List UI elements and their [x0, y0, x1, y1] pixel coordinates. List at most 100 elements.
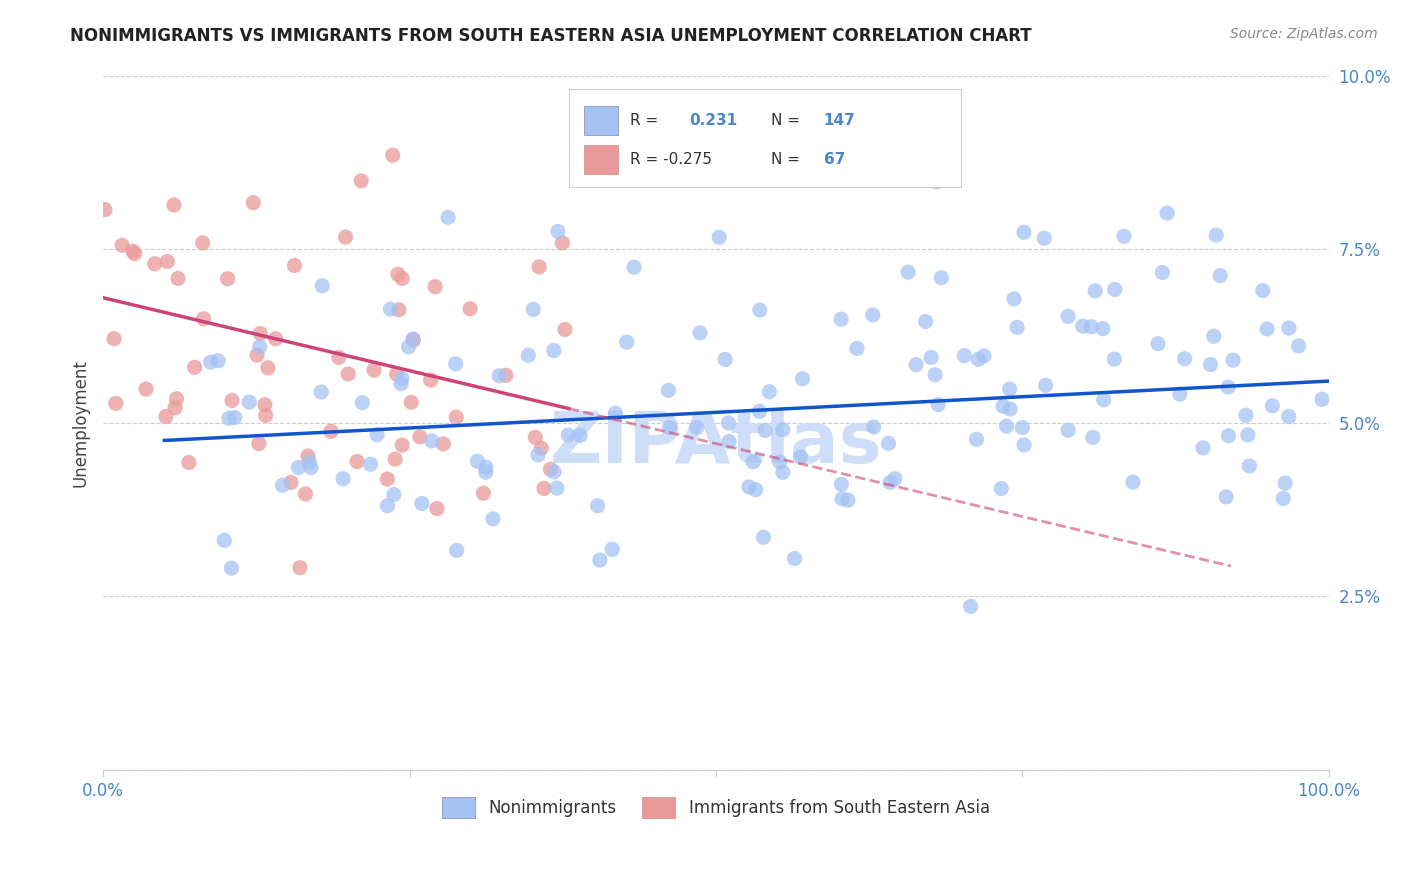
- Point: [789, 450, 811, 464]
- Point: [533, 481, 555, 495]
- Point: [1288, 339, 1310, 353]
- Text: 0.231: 0.231: [689, 113, 737, 128]
- Point: [366, 427, 388, 442]
- Point: [769, 455, 792, 469]
- Point: [238, 395, 260, 409]
- Text: R = -0.275: R = -0.275: [630, 152, 713, 167]
- Text: R =: R =: [630, 113, 658, 128]
- Point: [257, 360, 280, 375]
- Point: [877, 436, 900, 450]
- Point: [744, 483, 766, 497]
- Point: [287, 460, 309, 475]
- Point: [1005, 320, 1028, 334]
- Point: [1071, 319, 1094, 334]
- Point: [772, 423, 794, 437]
- Point: [554, 322, 576, 336]
- Point: [1174, 351, 1197, 366]
- Legend: Nonimmigrants, Immigrants from South Eastern Asia: Nonimmigrants, Immigrants from South Eas…: [436, 790, 997, 824]
- Point: [600, 542, 623, 557]
- Point: [517, 348, 540, 362]
- Point: [547, 225, 569, 239]
- Point: [589, 553, 612, 567]
- Point: [411, 497, 433, 511]
- Point: [527, 260, 550, 274]
- Point: [156, 254, 179, 268]
- Point: [995, 419, 1018, 434]
- Point: [391, 438, 413, 452]
- Point: [748, 303, 770, 318]
- Point: [420, 434, 443, 448]
- Point: [897, 265, 920, 279]
- Point: [837, 493, 859, 508]
- Point: [792, 372, 814, 386]
- Point: [616, 335, 638, 350]
- Point: [297, 449, 319, 463]
- FancyBboxPatch shape: [569, 89, 962, 186]
- Point: [1011, 420, 1033, 434]
- Point: [143, 257, 166, 271]
- Point: [288, 560, 311, 574]
- Point: [1251, 284, 1274, 298]
- Point: [246, 348, 269, 362]
- Point: [605, 406, 627, 420]
- Point: [1091, 321, 1114, 335]
- Point: [488, 368, 510, 383]
- Point: [385, 367, 408, 381]
- Point: [391, 371, 413, 385]
- Point: [1205, 228, 1227, 243]
- Point: [217, 271, 239, 285]
- Point: [177, 456, 200, 470]
- Point: [388, 302, 411, 317]
- Point: [224, 410, 246, 425]
- Point: [283, 259, 305, 273]
- Point: [200, 355, 222, 369]
- Point: [931, 270, 953, 285]
- Point: [280, 475, 302, 490]
- Point: [103, 332, 125, 346]
- Point: [167, 271, 190, 285]
- Point: [1112, 229, 1135, 244]
- Point: [264, 332, 287, 346]
- Point: [165, 401, 187, 415]
- Text: N =: N =: [770, 113, 800, 128]
- Point: [689, 326, 711, 340]
- Point: [953, 349, 976, 363]
- Point: [1310, 392, 1333, 407]
- Text: ZIPAtlas: ZIPAtlas: [550, 409, 883, 478]
- Point: [772, 466, 794, 480]
- Point: [920, 351, 942, 365]
- Point: [458, 301, 481, 316]
- Point: [1156, 206, 1178, 220]
- Point: [384, 452, 406, 467]
- Point: [163, 198, 186, 212]
- Point: [1057, 310, 1080, 324]
- Point: [1215, 490, 1237, 504]
- Point: [1261, 399, 1284, 413]
- Point: [352, 395, 374, 409]
- Point: [1192, 441, 1215, 455]
- Point: [254, 409, 277, 423]
- Point: [1168, 387, 1191, 401]
- Point: [998, 402, 1021, 417]
- Point: [530, 442, 553, 456]
- Point: [432, 437, 454, 451]
- Point: [924, 368, 946, 382]
- Point: [1122, 475, 1144, 489]
- Point: [253, 398, 276, 412]
- Point: [221, 393, 243, 408]
- Point: [543, 343, 565, 358]
- Point: [522, 302, 544, 317]
- Point: [399, 395, 422, 409]
- Point: [717, 416, 740, 430]
- Point: [752, 530, 775, 544]
- Point: [249, 326, 271, 341]
- Point: [122, 244, 145, 259]
- Point: [1202, 329, 1225, 343]
- Point: [218, 411, 240, 425]
- Point: [925, 175, 948, 189]
- FancyBboxPatch shape: [583, 145, 617, 174]
- Point: [1222, 353, 1244, 368]
- Point: [927, 169, 949, 184]
- Point: [482, 512, 505, 526]
- Point: [538, 462, 561, 476]
